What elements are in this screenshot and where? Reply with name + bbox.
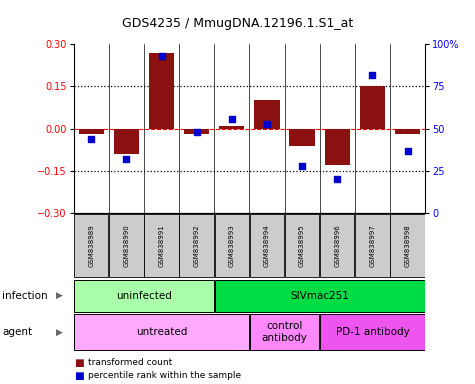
Bar	[285, 214, 319, 277]
Point	[87, 136, 95, 142]
Bar	[219, 126, 245, 129]
Point	[228, 116, 236, 122]
Point	[333, 176, 341, 182]
Bar	[144, 214, 179, 277]
Text: GSM838995: GSM838995	[299, 224, 305, 267]
Text: GSM838997: GSM838997	[370, 224, 375, 267]
Bar	[149, 53, 174, 129]
Bar	[180, 214, 214, 277]
Bar	[395, 129, 420, 134]
Bar	[109, 214, 143, 277]
Bar	[250, 214, 284, 277]
Bar	[324, 129, 350, 165]
Text: ■: ■	[74, 371, 84, 381]
Point	[298, 163, 306, 169]
Point	[404, 147, 411, 154]
Text: GSM838989: GSM838989	[88, 224, 94, 267]
Text: GSM838994: GSM838994	[264, 224, 270, 267]
Text: uninfected: uninfected	[116, 291, 172, 301]
Text: GSM838992: GSM838992	[194, 224, 200, 267]
Text: ■: ■	[74, 358, 84, 368]
Text: SIVmac251: SIVmac251	[290, 291, 349, 301]
Point	[193, 129, 200, 135]
Text: GSM838990: GSM838990	[124, 224, 129, 267]
Point	[369, 71, 376, 78]
Bar	[320, 314, 425, 350]
Text: infection: infection	[2, 291, 48, 301]
Text: ▶: ▶	[56, 328, 63, 337]
Text: GSM838996: GSM838996	[334, 224, 340, 267]
Bar	[74, 214, 108, 277]
Text: transformed count: transformed count	[88, 358, 172, 367]
Bar	[289, 129, 315, 146]
Bar	[114, 129, 139, 154]
Bar	[74, 314, 249, 350]
Bar	[390, 214, 425, 277]
Text: agent: agent	[2, 327, 32, 337]
Bar	[74, 280, 214, 311]
Bar	[254, 101, 280, 129]
Bar	[184, 129, 209, 134]
Point	[123, 156, 130, 162]
Bar	[250, 314, 319, 350]
Bar	[215, 280, 425, 311]
Bar	[355, 214, 390, 277]
Point	[158, 53, 165, 59]
Bar	[78, 129, 104, 134]
Bar	[215, 214, 249, 277]
Text: GSM838998: GSM838998	[405, 224, 410, 267]
Text: GSM838993: GSM838993	[229, 224, 235, 267]
Point	[263, 121, 271, 127]
Text: GDS4235 / MmugDNA.12196.1.S1_at: GDS4235 / MmugDNA.12196.1.S1_at	[122, 17, 353, 30]
Text: untreated: untreated	[136, 327, 187, 337]
Text: percentile rank within the sample: percentile rank within the sample	[88, 371, 241, 380]
Text: PD-1 antibody: PD-1 antibody	[335, 327, 409, 337]
Bar	[320, 214, 354, 277]
Text: control
antibody: control antibody	[262, 321, 307, 343]
Bar	[360, 86, 385, 129]
Text: GSM838991: GSM838991	[159, 224, 164, 267]
Text: ▶: ▶	[56, 291, 63, 300]
